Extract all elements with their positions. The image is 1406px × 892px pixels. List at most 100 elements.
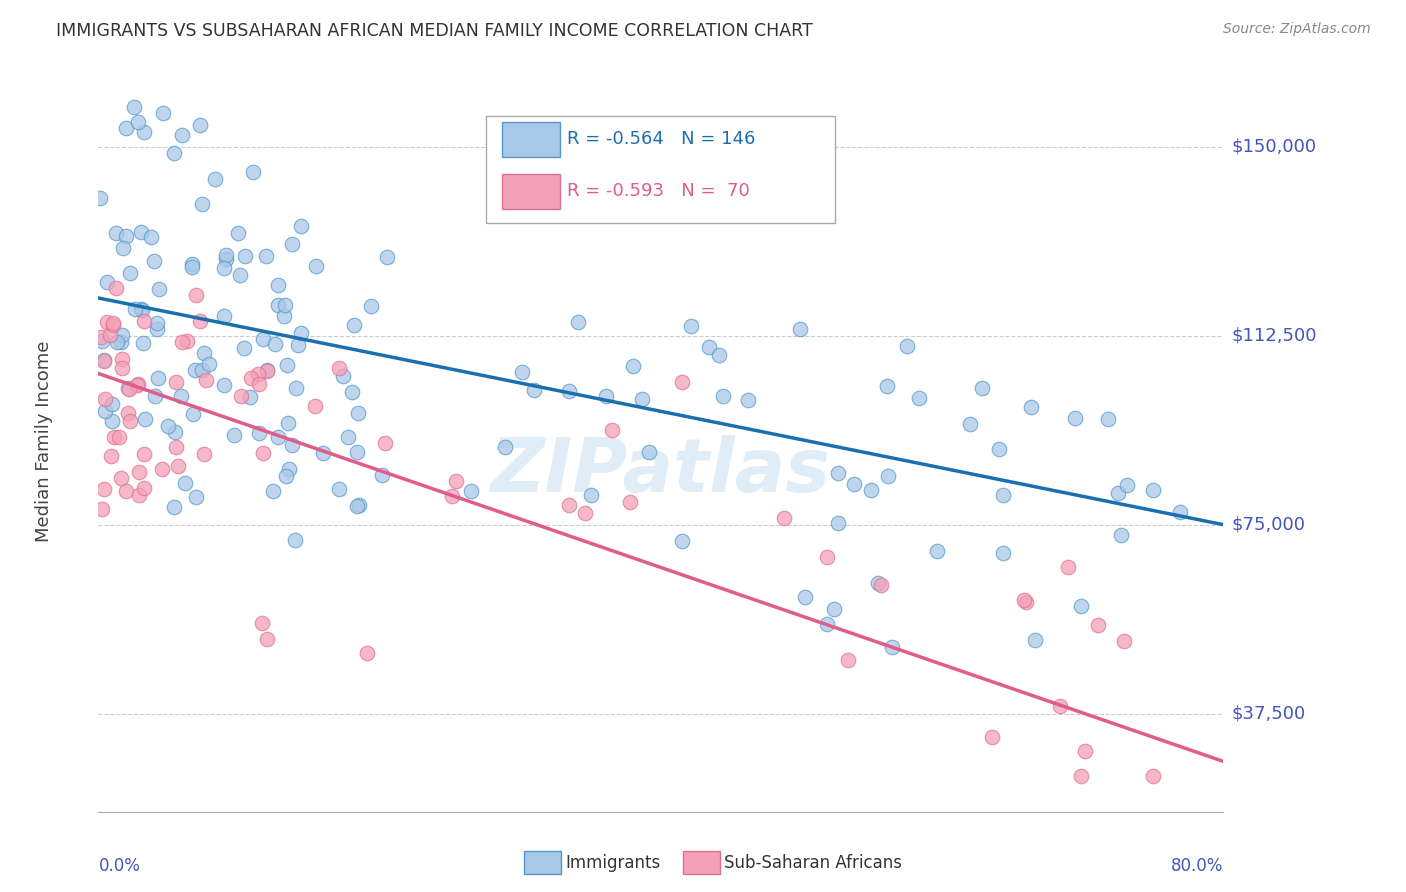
Point: [1087, 617, 1109, 632]
Point: [184, 363, 207, 377]
Point: [93, 353, 115, 368]
Point: [89, 191, 111, 205]
Point: [290, 219, 312, 234]
Point: [256, 632, 278, 647]
Point: [96, 275, 118, 289]
Point: [124, 100, 146, 114]
Point: [233, 341, 256, 355]
Point: [494, 440, 516, 454]
Point: [621, 359, 644, 374]
Point: [679, 319, 702, 334]
Text: R = -0.564   N = 146: R = -0.564 N = 146: [568, 129, 756, 148]
Point: [173, 476, 195, 491]
Text: 0.0%: 0.0%: [98, 857, 141, 875]
Text: IMMIGRANTS VS SUBSAHARAN AFRICAN MEDIAN FAMILY INCOME CORRELATION CHART: IMMIGRANTS VS SUBSAHARAN AFRICAN MEDIAN …: [56, 22, 813, 40]
Point: [129, 225, 152, 239]
Point: [181, 260, 204, 275]
Point: [246, 367, 269, 381]
Point: [842, 476, 865, 491]
Point: [224, 428, 246, 442]
Point: [284, 533, 307, 547]
Point: [134, 412, 156, 426]
Point: [93, 392, 115, 407]
Point: [184, 287, 207, 301]
Point: [866, 575, 889, 590]
Point: [105, 227, 128, 241]
Point: [523, 383, 546, 397]
Point: [375, 250, 398, 264]
Point: [772, 511, 794, 525]
Point: [115, 120, 138, 135]
Point: [91, 334, 114, 348]
Point: [837, 653, 859, 667]
Point: [93, 482, 115, 496]
Point: [256, 364, 278, 378]
Point: [165, 375, 187, 389]
Point: [512, 365, 534, 379]
Point: [181, 257, 204, 271]
Point: [290, 326, 312, 341]
Point: [876, 379, 898, 393]
Point: [877, 468, 900, 483]
Point: [737, 392, 759, 407]
Point: [823, 602, 845, 616]
Point: [105, 280, 128, 294]
Point: [312, 445, 335, 459]
Point: [101, 316, 124, 330]
Point: [993, 546, 1015, 560]
Point: [1070, 769, 1092, 783]
Point: [163, 146, 186, 161]
Point: [1024, 632, 1046, 647]
Point: [242, 165, 264, 179]
Point: [146, 371, 169, 385]
Point: [1012, 593, 1035, 607]
Point: [111, 352, 134, 367]
Point: [233, 250, 256, 264]
Point: [266, 278, 288, 293]
Point: [305, 259, 328, 273]
Point: [90, 501, 112, 516]
Point: [697, 340, 720, 354]
Point: [993, 488, 1015, 502]
Point: [281, 438, 304, 452]
Point: [558, 498, 581, 512]
Point: [118, 266, 141, 280]
Text: $75,000: $75,000: [1232, 516, 1306, 533]
Point: [981, 731, 1004, 745]
Point: [827, 466, 849, 480]
Point: [141, 229, 163, 244]
Point: [110, 335, 132, 350]
Point: [111, 327, 134, 342]
Point: [229, 268, 252, 282]
Point: [191, 196, 214, 211]
Point: [287, 338, 309, 352]
Point: [115, 483, 138, 498]
Point: [226, 226, 249, 240]
Point: [278, 461, 301, 475]
Point: [111, 242, 134, 256]
Point: [184, 490, 207, 504]
Point: [118, 382, 141, 396]
Point: [343, 318, 366, 333]
Point: [124, 302, 146, 317]
Point: [346, 445, 368, 459]
Point: [176, 334, 198, 349]
Point: [110, 471, 132, 485]
Point: [100, 449, 122, 463]
Text: 80.0%: 80.0%: [1171, 857, 1223, 875]
Point: [117, 381, 139, 395]
Point: [579, 488, 602, 502]
Point: [631, 392, 654, 406]
Point: [100, 397, 122, 411]
Point: [148, 282, 170, 296]
Point: [815, 550, 838, 565]
Point: [441, 489, 464, 503]
Point: [193, 447, 215, 461]
Point: [1107, 486, 1129, 500]
Point: [172, 128, 194, 142]
Text: Source: ZipAtlas.com: Source: ZipAtlas.com: [1223, 22, 1371, 37]
Point: [128, 488, 150, 502]
Point: [212, 261, 235, 276]
Point: [360, 299, 382, 313]
Text: $112,500: $112,500: [1232, 326, 1317, 345]
